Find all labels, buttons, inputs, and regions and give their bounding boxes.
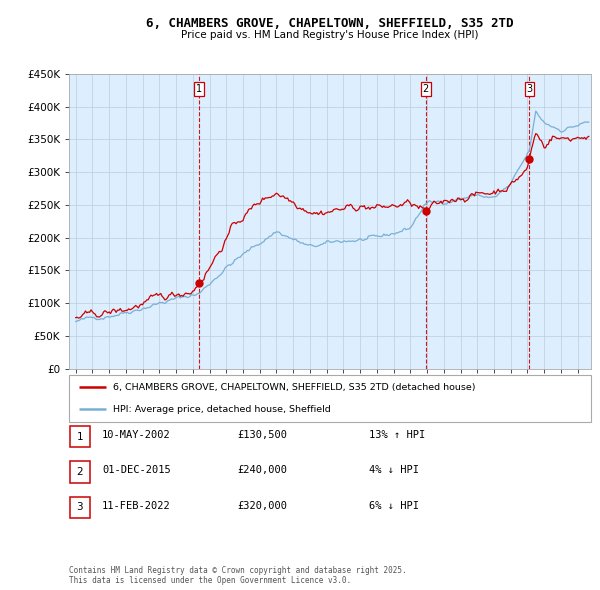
FancyBboxPatch shape xyxy=(70,497,89,518)
Text: 2: 2 xyxy=(76,467,83,477)
Text: 1: 1 xyxy=(196,84,202,94)
Text: £320,000: £320,000 xyxy=(237,501,287,510)
FancyBboxPatch shape xyxy=(70,426,89,447)
Text: £130,500: £130,500 xyxy=(237,430,287,440)
Text: Contains HM Land Registry data © Crown copyright and database right 2025.
This d: Contains HM Land Registry data © Crown c… xyxy=(69,566,407,585)
Text: 11-FEB-2022: 11-FEB-2022 xyxy=(102,501,171,510)
Text: 2: 2 xyxy=(422,84,429,94)
FancyBboxPatch shape xyxy=(69,375,591,422)
Text: 6, CHAMBERS GROVE, CHAPELTOWN, SHEFFIELD, S35 2TD: 6, CHAMBERS GROVE, CHAPELTOWN, SHEFFIELD… xyxy=(146,17,514,30)
Text: 4% ↓ HPI: 4% ↓ HPI xyxy=(369,466,419,475)
Text: 1: 1 xyxy=(76,432,83,441)
Text: 6, CHAMBERS GROVE, CHAPELTOWN, SHEFFIELD, S35 2TD (detached house): 6, CHAMBERS GROVE, CHAPELTOWN, SHEFFIELD… xyxy=(113,383,476,392)
Text: 3: 3 xyxy=(76,503,83,512)
FancyBboxPatch shape xyxy=(70,461,89,483)
Text: 01-DEC-2015: 01-DEC-2015 xyxy=(102,466,171,475)
Text: Price paid vs. HM Land Registry's House Price Index (HPI): Price paid vs. HM Land Registry's House … xyxy=(181,30,479,40)
Text: 3: 3 xyxy=(526,84,532,94)
Text: £240,000: £240,000 xyxy=(237,466,287,475)
Text: 10-MAY-2002: 10-MAY-2002 xyxy=(102,430,171,440)
Text: HPI: Average price, detached house, Sheffield: HPI: Average price, detached house, Shef… xyxy=(113,405,331,414)
Text: 6% ↓ HPI: 6% ↓ HPI xyxy=(369,501,419,510)
Text: 13% ↑ HPI: 13% ↑ HPI xyxy=(369,430,425,440)
